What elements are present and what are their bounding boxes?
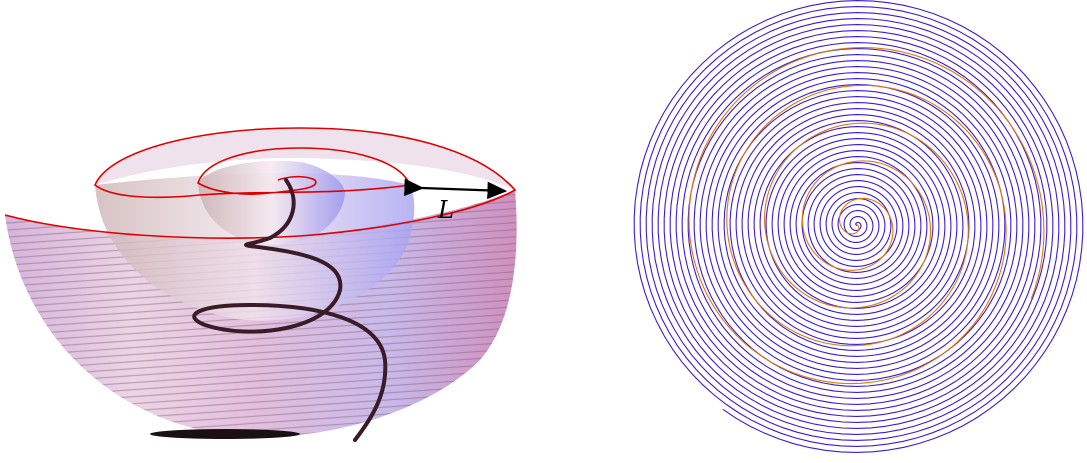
spiral-edge-curve	[4, 127, 517, 239]
bowl-base	[150, 429, 300, 439]
dimension-label: L	[437, 196, 454, 224]
upper-rim-band	[95, 128, 515, 190]
spiral-orange-curve	[688, 46, 1045, 385]
helix-curve	[192, 178, 388, 442]
spiral-blue-curve	[633, 0, 1084, 453]
dimension-arrow	[404, 178, 508, 200]
spiral-bowl-diagram: L	[4, 127, 517, 442]
planar-spiral-diagram	[633, 0, 1084, 453]
inner-core-surface	[198, 160, 346, 245]
